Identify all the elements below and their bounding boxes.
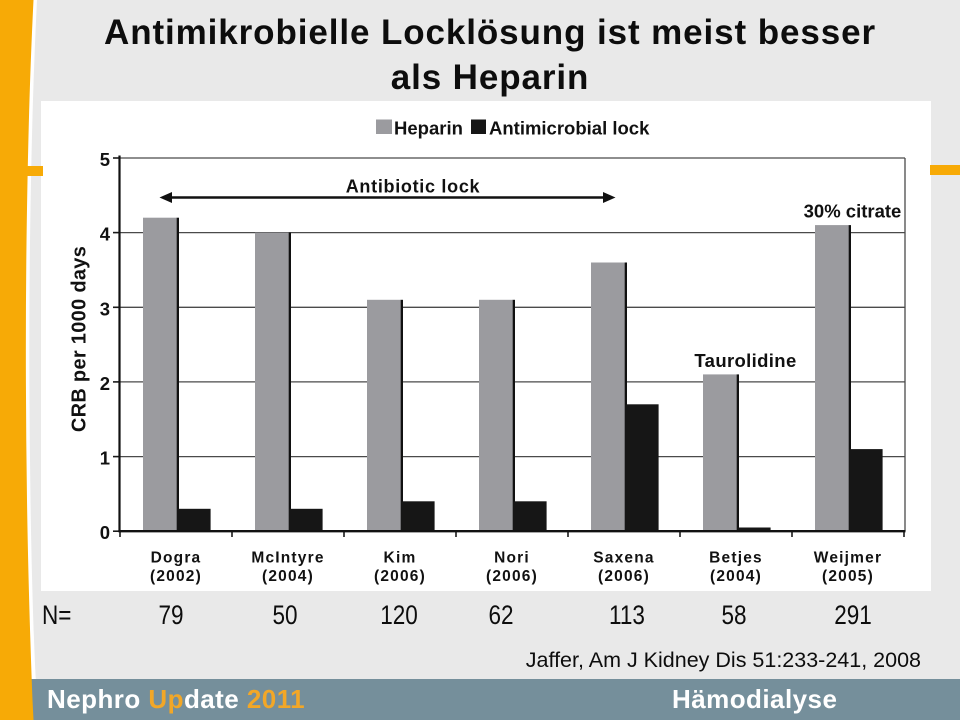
svg-text:5: 5 bbox=[100, 149, 110, 170]
svg-text:Weijmer: Weijmer bbox=[814, 550, 882, 567]
svg-text:Kim: Kim bbox=[384, 550, 417, 567]
svg-text:Taurolidine: Taurolidine bbox=[694, 350, 796, 371]
svg-text:CRB per 1000 days: CRB per 1000 days bbox=[69, 246, 91, 432]
svg-text:(2002): (2002) bbox=[150, 568, 202, 585]
svg-text:Dogra: Dogra bbox=[151, 550, 202, 567]
svg-text:(2006): (2006) bbox=[598, 568, 650, 585]
svg-text:(2004): (2004) bbox=[262, 568, 314, 585]
svg-text:1: 1 bbox=[100, 448, 110, 469]
svg-text:Antibiotic lock: Antibiotic lock bbox=[346, 177, 481, 197]
svg-text:(2006): (2006) bbox=[486, 568, 538, 585]
svg-text:3: 3 bbox=[100, 298, 110, 319]
svg-text:(2004): (2004) bbox=[710, 568, 762, 585]
svg-text:Betjes: Betjes bbox=[709, 550, 763, 567]
svg-text:Saxena: Saxena bbox=[593, 550, 655, 567]
svg-text:(2006): (2006) bbox=[374, 568, 426, 585]
svg-text:Nori: Nori bbox=[494, 550, 530, 567]
svg-text:(2005): (2005) bbox=[822, 568, 874, 585]
svg-text:30% citrate: 30% citrate bbox=[804, 201, 902, 222]
svg-text:0: 0 bbox=[100, 522, 110, 543]
svg-text:McIntyre: McIntyre bbox=[251, 550, 324, 567]
svg-text:4: 4 bbox=[100, 224, 111, 245]
svg-text:Heparin: Heparin bbox=[394, 118, 463, 139]
svg-text:2: 2 bbox=[100, 373, 110, 394]
svg-text:Antimicrobial lock: Antimicrobial lock bbox=[489, 118, 650, 139]
